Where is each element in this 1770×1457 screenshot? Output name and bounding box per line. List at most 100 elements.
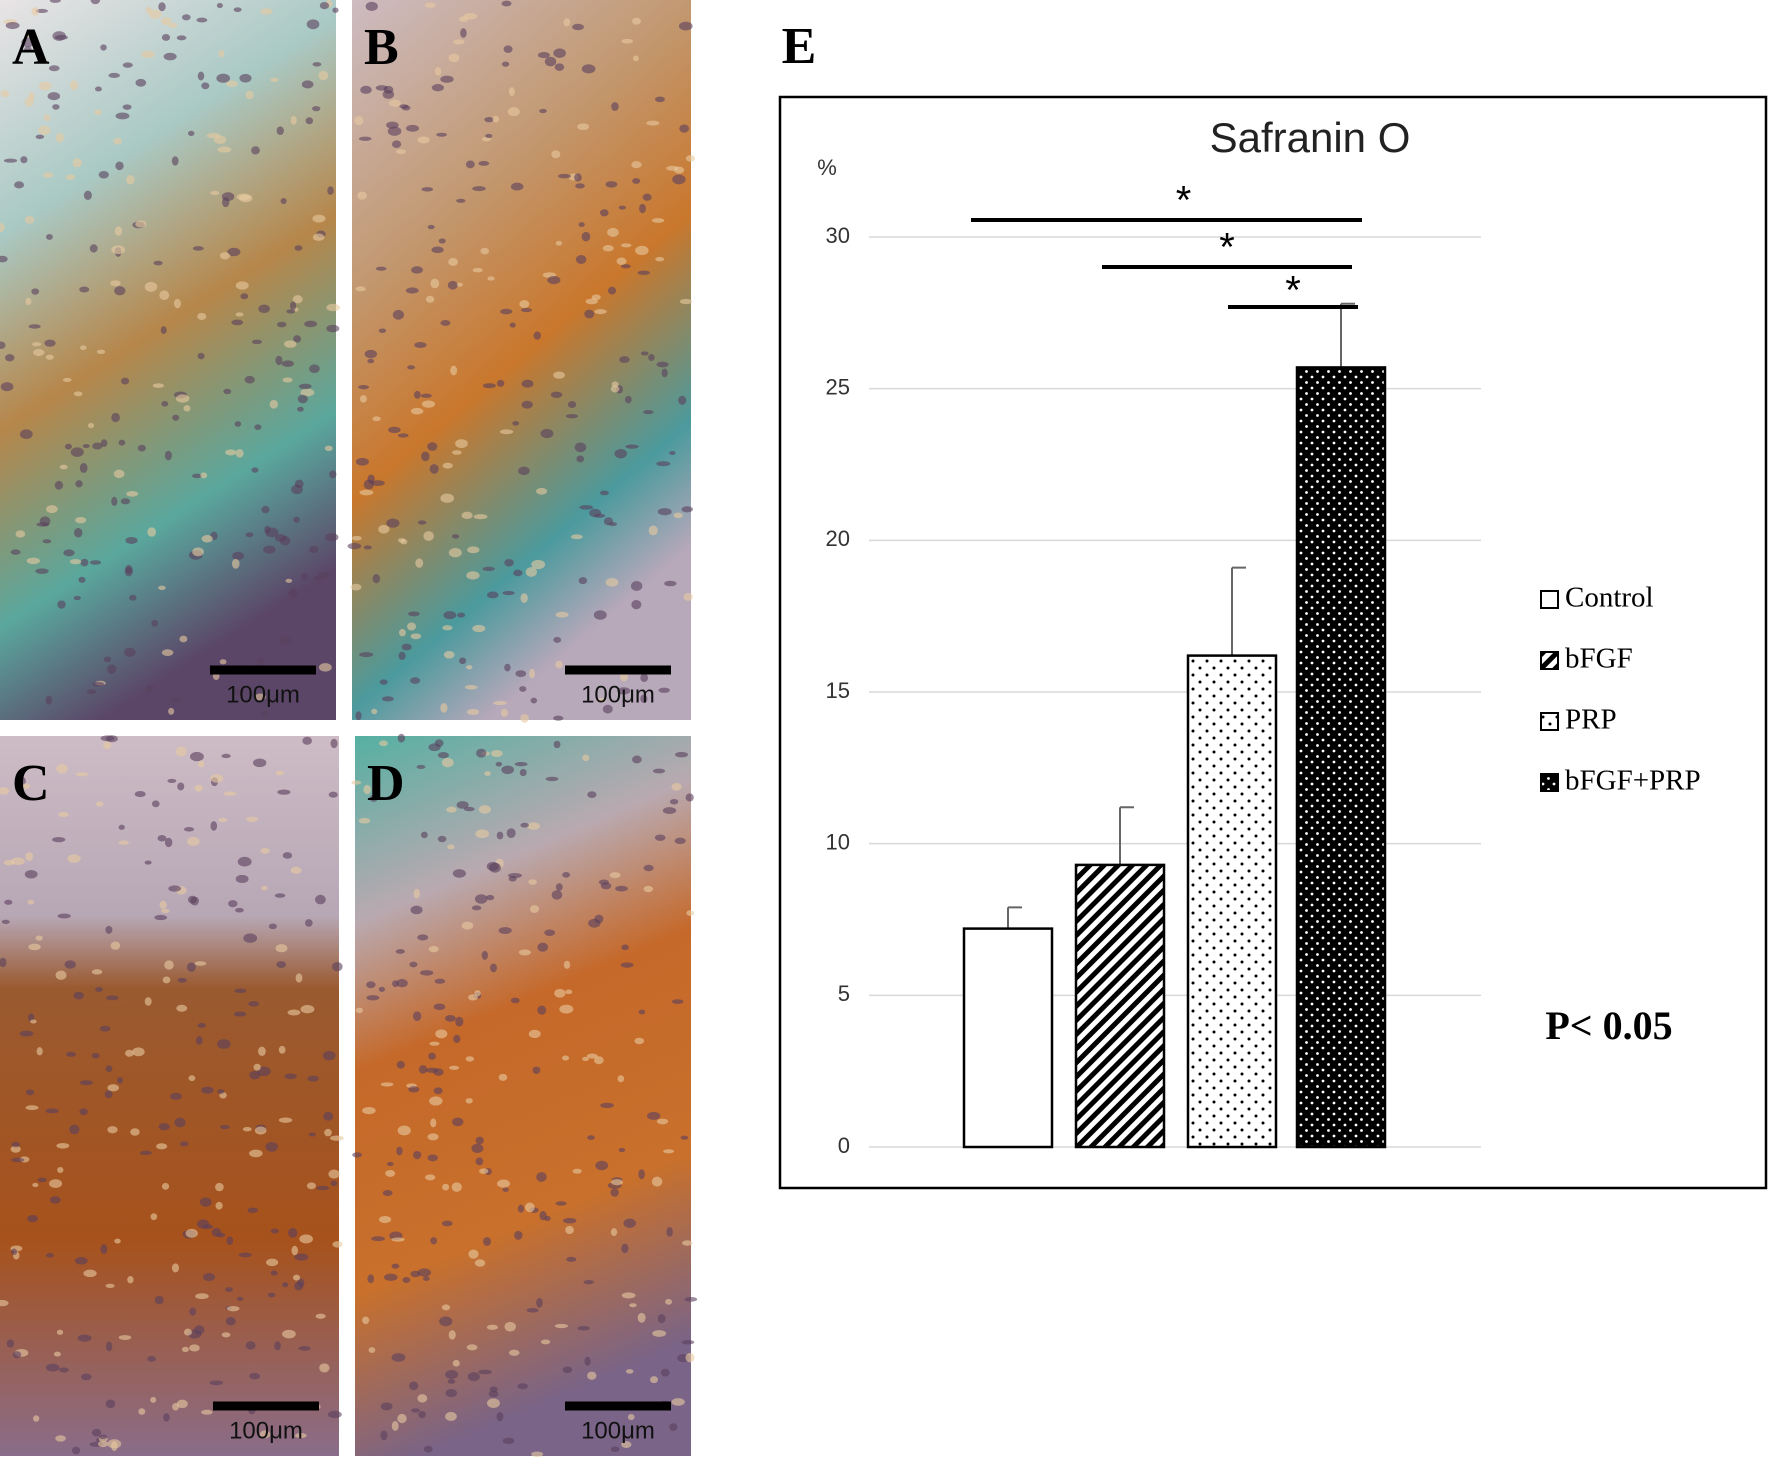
cell-nucleus bbox=[281, 360, 294, 367]
cell-nucleus bbox=[671, 999, 684, 1004]
cell-nucleus bbox=[450, 365, 458, 376]
cell-nucleus bbox=[161, 908, 170, 914]
cell-nucleus bbox=[514, 762, 528, 767]
cell-nucleus bbox=[536, 487, 548, 495]
cell-nucleus bbox=[284, 1073, 297, 1080]
cell-nucleus bbox=[154, 1295, 164, 1305]
cell-nucleus bbox=[210, 774, 224, 783]
cell-nucleus bbox=[517, 1204, 525, 1213]
cell-nucleus bbox=[269, 399, 278, 409]
cell-nucleus bbox=[354, 115, 364, 126]
cell-nucleus bbox=[256, 1066, 271, 1077]
cell-nucleus bbox=[461, 921, 474, 930]
cell-nucleus bbox=[169, 1092, 182, 1100]
cell-nucleus bbox=[355, 286, 366, 292]
cell-nucleus bbox=[94, 109, 102, 116]
cell-nucleus bbox=[72, 158, 82, 168]
cell-nucleus bbox=[596, 698, 607, 703]
cell-nucleus bbox=[130, 1128, 140, 1136]
cell-nucleus bbox=[634, 1037, 645, 1045]
cell-nucleus bbox=[455, 1016, 464, 1027]
cell-nucleus bbox=[298, 383, 312, 390]
cell-nucleus bbox=[89, 560, 102, 565]
scale-bar-label: 100μm bbox=[581, 681, 655, 708]
cell-nucleus bbox=[595, 1160, 609, 1171]
cell-nucleus bbox=[70, 447, 84, 457]
cell-nucleus bbox=[49, 0, 61, 3]
cell-nucleus bbox=[252, 758, 267, 768]
cell-nucleus bbox=[30, 1019, 37, 1024]
cell-nucleus bbox=[43, 114, 51, 121]
cell-nucleus bbox=[164, 960, 174, 970]
cell-nucleus bbox=[452, 1117, 464, 1127]
cell-nucleus bbox=[545, 776, 559, 782]
cell-nucleus bbox=[171, 1263, 180, 1273]
cell-nucleus bbox=[619, 672, 629, 682]
cell-nucleus bbox=[445, 1015, 456, 1022]
cell-nucleus bbox=[293, 1274, 301, 1281]
cell-nucleus bbox=[424, 2, 436, 8]
bar bbox=[1295, 366, 1387, 1149]
cell-nucleus bbox=[319, 1, 330, 10]
cell-nucleus bbox=[512, 421, 520, 426]
cell-nucleus bbox=[679, 298, 693, 305]
cell-nucleus bbox=[138, 1408, 146, 1415]
cell-nucleus bbox=[27, 1214, 38, 1223]
legend-swatch bbox=[1540, 773, 1559, 792]
cell-nucleus bbox=[69, 80, 79, 91]
cell-nucleus bbox=[558, 173, 571, 179]
cell-nucleus bbox=[423, 1276, 430, 1281]
cell-nucleus bbox=[293, 335, 302, 343]
cell-nucleus bbox=[448, 1330, 456, 1340]
cell-nucleus bbox=[43, 172, 54, 178]
cell-nucleus bbox=[122, 62, 133, 68]
cell-nucleus bbox=[362, 1106, 376, 1115]
cell-nucleus bbox=[437, 835, 447, 843]
cell-nucleus bbox=[355, 457, 369, 466]
cell-nucleus bbox=[673, 166, 685, 174]
cell-nucleus bbox=[79, 1080, 93, 1086]
cell-nucleus bbox=[216, 3, 223, 9]
cell-nucleus bbox=[410, 905, 423, 915]
cell-nucleus bbox=[498, 927, 512, 934]
cell-nucleus bbox=[671, 782, 682, 791]
cell-nucleus bbox=[355, 711, 362, 721]
cell-nucleus bbox=[45, 354, 54, 360]
cell-nucleus bbox=[663, 1149, 675, 1154]
cell-nucleus bbox=[215, 1182, 224, 1192]
cell-nucleus bbox=[572, 1168, 582, 1174]
cell-nucleus bbox=[362, 1316, 370, 1325]
cell-nucleus bbox=[75, 480, 83, 488]
cell-nucleus bbox=[651, 1176, 663, 1187]
cell-nucleus bbox=[98, 171, 109, 179]
cell-nucleus bbox=[547, 276, 561, 285]
cell-nucleus bbox=[397, 1125, 411, 1136]
cell-nucleus bbox=[497, 1179, 511, 1188]
cell-nucleus bbox=[610, 385, 620, 393]
cell-nucleus bbox=[632, 755, 642, 764]
cell-nucleus bbox=[25, 852, 34, 861]
cell-nucleus bbox=[12, 1351, 22, 1359]
cell-nucleus bbox=[290, 301, 297, 311]
cell-nucleus bbox=[624, 395, 632, 404]
cell-nucleus bbox=[686, 910, 695, 917]
cell-nucleus bbox=[665, 1298, 673, 1305]
cell-nucleus bbox=[99, 1025, 111, 1032]
cell-nucleus bbox=[468, 994, 478, 1001]
cell-nucleus bbox=[94, 86, 102, 92]
cell-nucleus bbox=[318, 70, 329, 81]
cell-nucleus bbox=[487, 276, 495, 281]
cell-nucleus bbox=[56, 764, 68, 774]
cell-nucleus bbox=[121, 377, 130, 385]
legend-swatch bbox=[1540, 712, 1559, 731]
cell-nucleus bbox=[332, 1241, 343, 1248]
micrograph bbox=[0, 736, 339, 1456]
cell-nucleus bbox=[474, 990, 481, 997]
cell-nucleus bbox=[100, 44, 107, 51]
cell-nucleus bbox=[460, 28, 467, 38]
cell-nucleus bbox=[27, 899, 35, 905]
cell-nucleus bbox=[312, 214, 326, 223]
cell-nucleus bbox=[232, 551, 245, 560]
cell-nucleus bbox=[396, 1060, 405, 1069]
cell-nucleus bbox=[370, 480, 385, 487]
